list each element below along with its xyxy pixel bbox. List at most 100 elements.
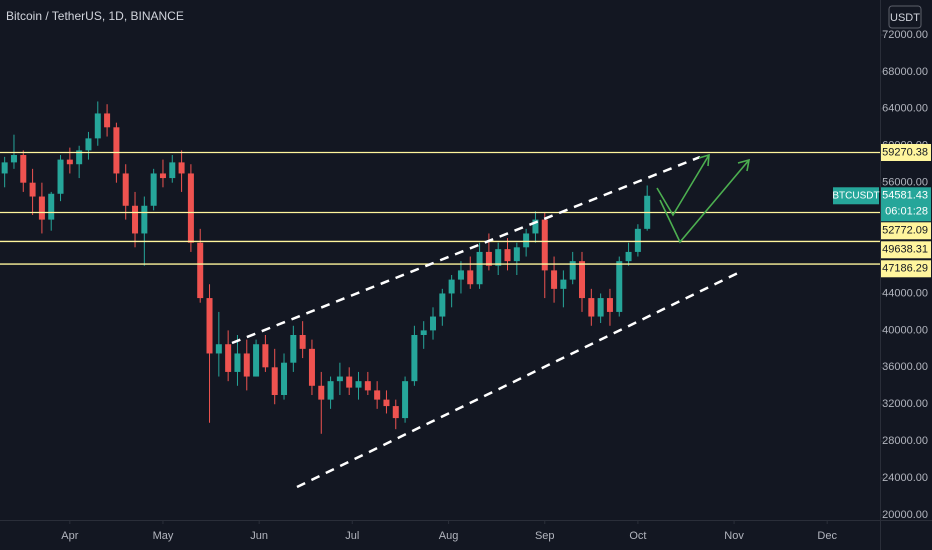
candle-body — [606, 298, 613, 312]
projection-arrows — [656, 153, 751, 244]
candle-body — [523, 233, 530, 248]
level-label-box — [881, 143, 931, 161]
candle-body — [169, 162, 176, 179]
y-tick-label: 24000.00 — [882, 472, 928, 484]
candle-body — [560, 279, 567, 289]
y-tick-label: 64000.00 — [882, 103, 928, 115]
candle-body — [308, 348, 315, 386]
level-label: 49638.31 — [882, 244, 928, 256]
candle-body — [430, 316, 437, 331]
candle-body — [625, 251, 632, 262]
candle-body — [532, 219, 539, 234]
candle-body — [85, 138, 92, 151]
candle-body — [104, 113, 111, 128]
candle-body — [299, 335, 306, 349]
candle-body — [1, 162, 8, 174]
candle-body — [336, 376, 343, 382]
candle-body — [159, 173, 166, 179]
candle-body — [262, 344, 269, 368]
candle-body — [178, 162, 185, 174]
candle-body — [38, 196, 45, 220]
x-tick-label: May — [153, 530, 174, 542]
candle-body — [187, 173, 194, 243]
x-tick-label: Dec — [817, 530, 837, 542]
candle-body — [132, 205, 139, 234]
x-tick-label: Sep — [535, 530, 555, 542]
candle-body — [504, 249, 511, 262]
candle-body — [541, 219, 548, 271]
currency[interactable]: USDT — [890, 12, 920, 24]
trend-line-upper — [231, 155, 701, 345]
y-tick-label: 40000.00 — [882, 324, 928, 336]
arrow-path — [656, 154, 710, 217]
level-label-box — [881, 260, 931, 278]
candle-body — [411, 335, 418, 382]
candle-body — [383, 399, 390, 407]
candle-body — [197, 242, 204, 299]
level-label-box — [881, 241, 931, 259]
y-tick-label: 32000.00 — [882, 398, 928, 410]
currency-box[interactable] — [888, 5, 922, 29]
candle-body — [467, 270, 474, 285]
level-label: 47186.29 — [882, 263, 928, 275]
candle-body — [327, 381, 334, 400]
y-tick-label: 28000.00 — [882, 435, 928, 447]
x-tick-label: Nov — [724, 530, 744, 542]
candle-body — [346, 376, 353, 388]
candle-body — [318, 385, 325, 400]
last-price-box — [881, 187, 931, 222]
arrow-head — [737, 158, 751, 172]
candle-body — [57, 159, 64, 194]
candle-body — [513, 247, 520, 262]
candle-body — [374, 390, 381, 400]
candle-body — [29, 182, 36, 197]
y-tick-label: 56000.00 — [882, 177, 928, 189]
candle-body — [402, 381, 409, 419]
candle-body — [94, 113, 101, 139]
candle-body — [234, 353, 241, 372]
y-tick-label: 68000.00 — [882, 66, 928, 78]
y-tick-label: 20000.00 — [882, 509, 928, 521]
candles — [1, 101, 651, 434]
candle-body — [141, 205, 148, 234]
level-label: 59270.38 — [882, 146, 928, 158]
candle-body — [253, 344, 260, 377]
candle-body — [206, 298, 213, 354]
candle-body — [10, 154, 17, 163]
countdown-label: 06:01:28 — [885, 206, 928, 218]
y-tick-label: 44000.00 — [882, 287, 928, 299]
candle-body — [76, 150, 83, 165]
x-tick-label: Jun — [250, 530, 268, 542]
candle-body — [271, 367, 278, 396]
candle-body — [364, 381, 371, 391]
candle-body — [551, 270, 558, 289]
y-tick-label: 36000.00 — [882, 361, 928, 373]
candle-body — [355, 381, 362, 388]
candle-body — [225, 344, 232, 372]
symbol-box — [833, 187, 879, 205]
candle-body — [122, 173, 129, 206]
candle-body — [113, 127, 120, 174]
last-price-label: 54581.43 — [882, 190, 928, 202]
drawings — [231, 155, 741, 489]
candle-body — [634, 228, 641, 252]
arrow-path — [659, 159, 750, 244]
candle-body — [48, 193, 55, 220]
level-label: 52772.09 — [882, 225, 928, 237]
candle-body — [392, 406, 399, 419]
chart-title: Bitcoin / TetherUS, 1D, BINANCE — [6, 9, 184, 23]
candle-body — [66, 159, 73, 165]
candle-body — [20, 154, 27, 183]
candle-body — [588, 298, 595, 317]
x-tick-label: Aug — [439, 530, 459, 542]
price-labels: 59270.38 BTCUSDT 54581.43 06:01:28 52772.09 4… — [832, 143, 931, 278]
candle-body — [243, 353, 250, 377]
candle-body — [281, 362, 288, 396]
candle-body — [569, 261, 576, 280]
candle-body — [420, 330, 427, 336]
candle-body — [597, 298, 604, 317]
trend-line-lower — [296, 270, 741, 489]
